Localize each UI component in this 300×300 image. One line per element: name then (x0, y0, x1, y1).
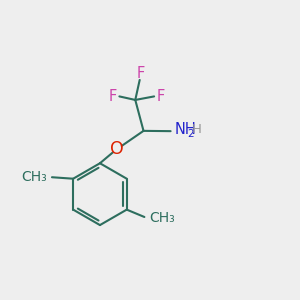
Text: 2: 2 (188, 128, 194, 139)
Text: H: H (192, 123, 202, 136)
Text: F: F (109, 89, 117, 104)
Text: NH: NH (174, 122, 196, 137)
Text: F: F (157, 89, 165, 104)
Text: CH₃: CH₃ (150, 211, 175, 225)
Text: F: F (136, 66, 144, 81)
Text: O: O (110, 140, 124, 158)
Text: CH₃: CH₃ (21, 170, 47, 184)
